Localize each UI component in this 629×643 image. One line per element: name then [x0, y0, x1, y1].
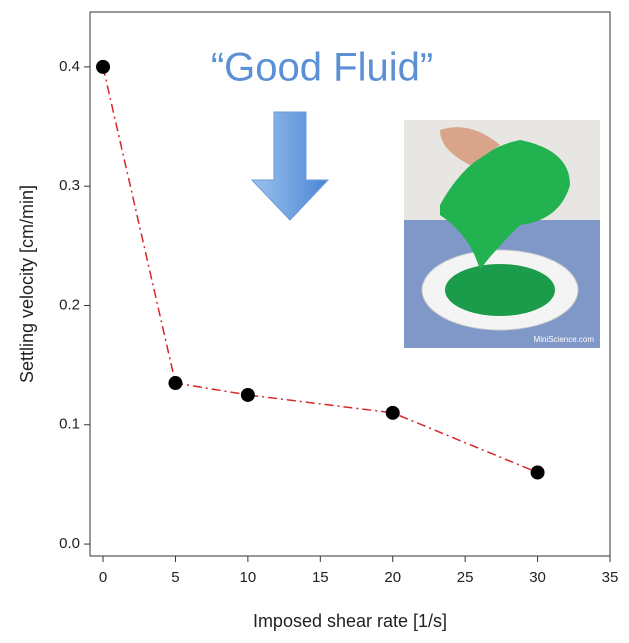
- arrow: [252, 112, 328, 220]
- photo: MiniScience.com: [404, 120, 600, 348]
- point: [168, 376, 182, 390]
- x-tick-label: 5: [171, 569, 179, 586]
- annotation: “Good Fluid”: [211, 46, 433, 90]
- y-tick-label: 0.3: [59, 177, 80, 194]
- x-tick-label: 35: [602, 569, 619, 586]
- x-tick-label: 20: [384, 569, 401, 586]
- y-tick-label: 0.2: [59, 296, 80, 313]
- x-tick-label: 10: [240, 569, 257, 586]
- x-tick-label: 15: [312, 569, 329, 586]
- photo-caption: MiniScience.com: [534, 335, 595, 344]
- x-tick-label: 30: [529, 569, 546, 586]
- y-tick-label: 0.0: [59, 535, 80, 552]
- point: [386, 406, 400, 420]
- x-axis-label: Imposed shear rate [1/s]: [253, 611, 447, 631]
- point: [531, 465, 545, 479]
- y-tick-label: 0.1: [59, 416, 80, 433]
- point: [96, 60, 110, 74]
- chart: Imposed shear rate [1/s] Settling veloci…: [0, 0, 629, 638]
- x-tick-label: 25: [457, 569, 474, 586]
- point: [241, 388, 255, 402]
- y-axis-label: Settling velocity [cm/min]: [17, 185, 37, 383]
- y-tick-label: 0.4: [59, 58, 80, 75]
- x-tick-label: 0: [99, 569, 107, 586]
